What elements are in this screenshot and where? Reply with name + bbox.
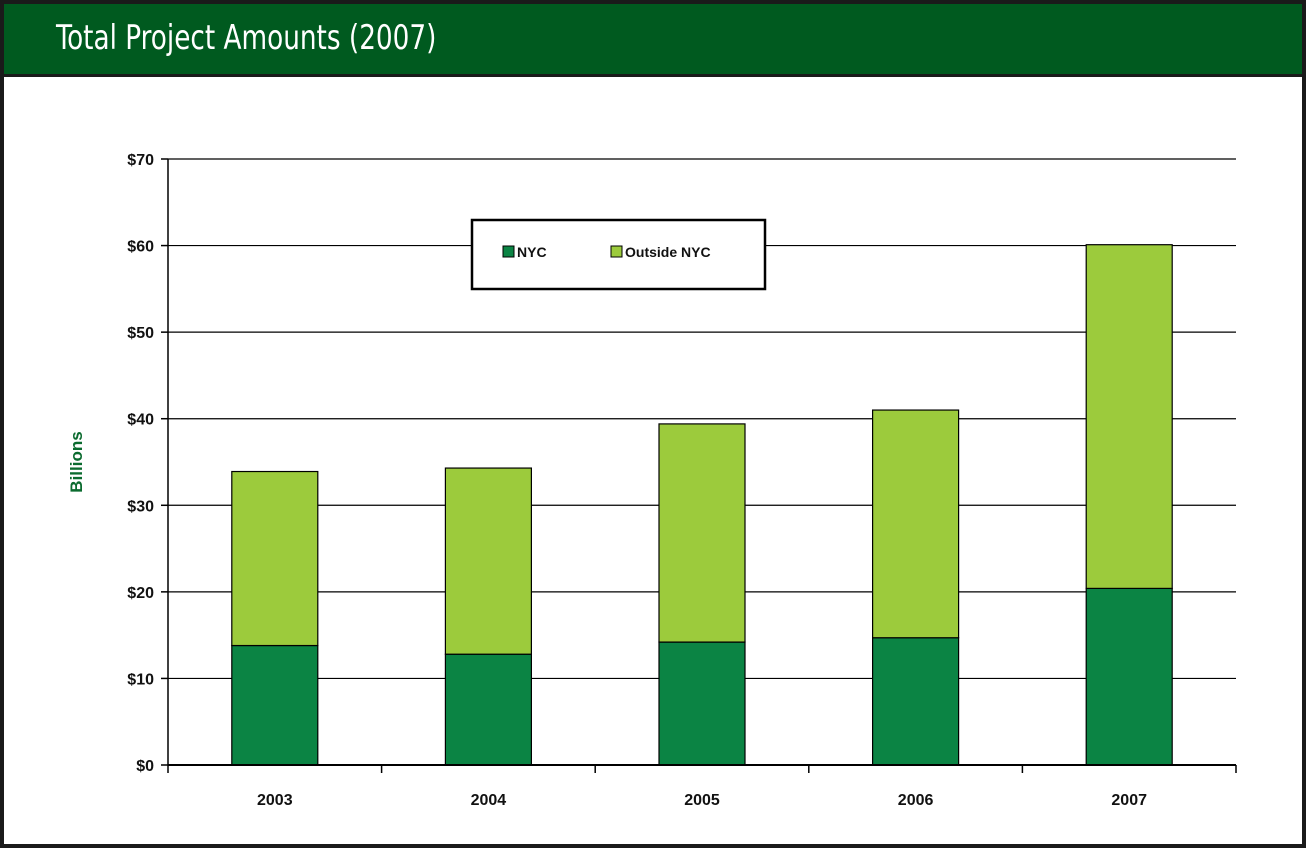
y-tick-label: $10 <box>127 671 154 688</box>
bar-nyc-2007 <box>1085 587 1173 766</box>
x-tick-label: 2005 <box>684 792 720 809</box>
bar-nyc-2006 <box>871 637 960 766</box>
y-tick-label: $60 <box>127 239 154 256</box>
x-tick-label: 2003 <box>257 792 293 809</box>
bar-nyc-2004 <box>444 653 532 766</box>
x-tick-label: 2006 <box>898 792 934 809</box>
y-tick-label: $50 <box>127 325 154 342</box>
bar-outside-nyc-2003 <box>231 470 319 647</box>
legend-swatch-nyc <box>502 245 515 258</box>
legend-swatch-outside-nyc <box>610 245 623 258</box>
bar-outside-nyc-2004 <box>444 467 532 655</box>
legend-label-outside-nyc: Outside NYC <box>625 244 711 260</box>
y-tick-label: $20 <box>127 585 154 602</box>
bar-outside-nyc-2007 <box>1085 244 1173 589</box>
bar-nyc-2005 <box>658 641 746 766</box>
legend-label-nyc: NYC <box>517 244 547 260</box>
x-tick-label: 2004 <box>471 792 507 809</box>
bar-outside-nyc-2005 <box>658 423 746 643</box>
y-axis-title: Billions <box>67 431 86 492</box>
x-tick-label: 2007 <box>1111 792 1147 809</box>
bar-nyc-2003 <box>231 644 319 766</box>
page-title: Total Project Amounts (2007) <box>56 18 437 58</box>
y-tick-label: $30 <box>127 498 154 515</box>
title-bar: Total Project Amounts (2007) <box>4 4 1302 77</box>
bar-outside-nyc-2006 <box>871 409 960 639</box>
y-tick-label: $70 <box>127 152 154 169</box>
y-tick-label: $0 <box>136 758 154 775</box>
y-tick-label: $40 <box>127 412 154 429</box>
